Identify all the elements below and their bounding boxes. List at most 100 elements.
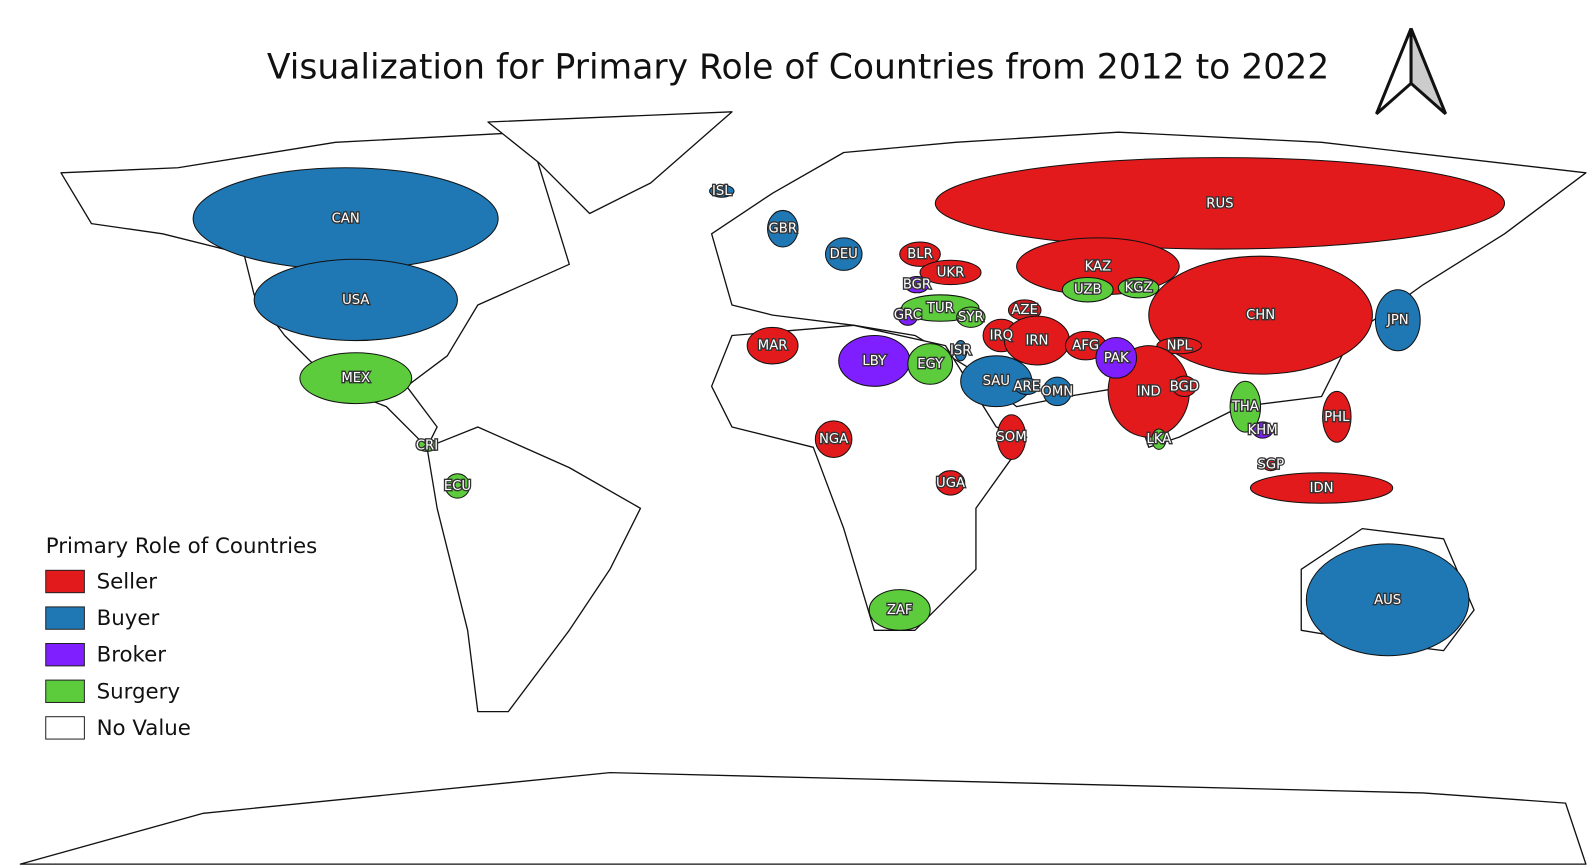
south-america bbox=[426, 426, 642, 713]
country-label: LKA bbox=[1147, 432, 1172, 447]
country-label: TUR bbox=[926, 301, 954, 316]
country-label: CAN bbox=[332, 212, 360, 227]
country bbox=[1249, 472, 1394, 504]
country bbox=[1148, 255, 1373, 375]
country bbox=[824, 237, 863, 271]
country bbox=[904, 276, 930, 294]
country-label: LBY bbox=[862, 354, 887, 369]
legend-label: Broker bbox=[97, 643, 167, 668]
country-label: ECU bbox=[444, 479, 471, 494]
country-label: DEU bbox=[830, 247, 858, 262]
country-label: KHM bbox=[1248, 423, 1278, 438]
legend-swatch bbox=[45, 606, 85, 630]
country-label: IRQ bbox=[990, 328, 1013, 343]
country bbox=[907, 343, 954, 385]
country bbox=[1061, 277, 1114, 303]
country bbox=[1171, 375, 1198, 397]
country-label: KAZ bbox=[1085, 259, 1112, 274]
country-label: BGD bbox=[1170, 379, 1199, 394]
legend-label: Buyer bbox=[97, 606, 160, 631]
legend-label: Surgery bbox=[97, 679, 181, 704]
country bbox=[1014, 377, 1040, 395]
country-label: NGA bbox=[819, 432, 848, 447]
country-label: GRC bbox=[894, 308, 922, 323]
country bbox=[996, 414, 1027, 461]
map-title: Visualization for Primary Role of Countr… bbox=[267, 48, 1329, 88]
country bbox=[1374, 289, 1421, 352]
country-label: ARE bbox=[1013, 379, 1040, 394]
country-label: NPL bbox=[1167, 339, 1193, 354]
north-arrow bbox=[1375, 27, 1448, 116]
country bbox=[1229, 380, 1262, 433]
legend-title: Primary Role of Countries bbox=[46, 534, 318, 559]
greenland bbox=[487, 111, 733, 215]
country-label: OMN bbox=[1041, 384, 1073, 399]
country-label: ZAF bbox=[887, 603, 913, 618]
country bbox=[444, 473, 471, 499]
country-label: CRI bbox=[416, 438, 438, 453]
country bbox=[868, 589, 931, 631]
country-label: MAR bbox=[758, 339, 788, 354]
country bbox=[1262, 457, 1280, 472]
legend-swatch bbox=[45, 642, 85, 667]
country-label: USA bbox=[342, 293, 369, 308]
country-label: BLR bbox=[907, 247, 933, 262]
country bbox=[1305, 543, 1470, 657]
country-label: SOM bbox=[996, 430, 1026, 445]
country bbox=[956, 306, 986, 328]
country-label: AFG bbox=[1072, 339, 1099, 354]
country bbox=[416, 438, 438, 452]
country bbox=[1156, 337, 1203, 355]
country-label: SGP bbox=[1257, 458, 1284, 473]
arrow-right bbox=[1409, 27, 1448, 116]
country-label: IRN bbox=[1025, 334, 1048, 349]
country bbox=[919, 259, 982, 286]
country bbox=[1042, 376, 1073, 407]
country-label: UKR bbox=[937, 265, 965, 280]
legend-swatch bbox=[45, 569, 85, 594]
country-label: JPN bbox=[1386, 313, 1409, 328]
map-layer: RUS KAZ CHN BLR UKR AZE IRQ IRN AFG NPL IND BGD MAR N… bbox=[19, 27, 1587, 865]
country bbox=[253, 258, 458, 342]
country bbox=[954, 340, 968, 362]
country bbox=[934, 157, 1506, 250]
country bbox=[767, 209, 799, 248]
country-label: ISL bbox=[712, 184, 732, 199]
country bbox=[935, 470, 966, 496]
country-label: MEX bbox=[341, 371, 370, 386]
country-label: GBR bbox=[769, 222, 797, 237]
country-label: CHN bbox=[1246, 308, 1275, 323]
country bbox=[709, 184, 735, 198]
country-label: KGZ bbox=[1125, 281, 1153, 296]
country-label: ISR bbox=[950, 344, 971, 359]
country bbox=[1095, 337, 1138, 379]
country-label: SAU bbox=[983, 374, 1010, 389]
country bbox=[1151, 428, 1167, 450]
legend-label: Seller bbox=[97, 570, 158, 595]
country-label: RUS bbox=[1206, 196, 1233, 211]
africa bbox=[710, 324, 1028, 631]
country bbox=[746, 326, 799, 365]
country-label: IDN bbox=[1310, 481, 1334, 496]
country-label: PHL bbox=[1324, 410, 1350, 425]
country-label: THA bbox=[1231, 400, 1259, 415]
country bbox=[1322, 390, 1352, 443]
country bbox=[1117, 277, 1160, 299]
legend: Primary Role of Countries Seller Buyer Bro… bbox=[45, 534, 318, 741]
legend-swatch bbox=[45, 716, 85, 740]
antarctica bbox=[19, 771, 1587, 865]
legend-label: No Value bbox=[97, 716, 191, 741]
legend-swatch bbox=[45, 679, 85, 703]
country bbox=[899, 241, 941, 267]
country-label: UGA bbox=[936, 476, 965, 491]
countries bbox=[192, 157, 1506, 657]
country-label: PAK bbox=[1104, 351, 1129, 366]
country bbox=[1251, 421, 1274, 439]
country-label: AZE bbox=[1012, 303, 1038, 318]
country-labels: RUS KAZ CHN BLR UKR AZE IRQ IRN AFG NPL IND BGD MAR N… bbox=[330, 183, 1410, 619]
country bbox=[814, 420, 853, 458]
country-label: AUS bbox=[1374, 593, 1401, 608]
country-label: EGY bbox=[917, 357, 944, 372]
country bbox=[299, 352, 413, 405]
